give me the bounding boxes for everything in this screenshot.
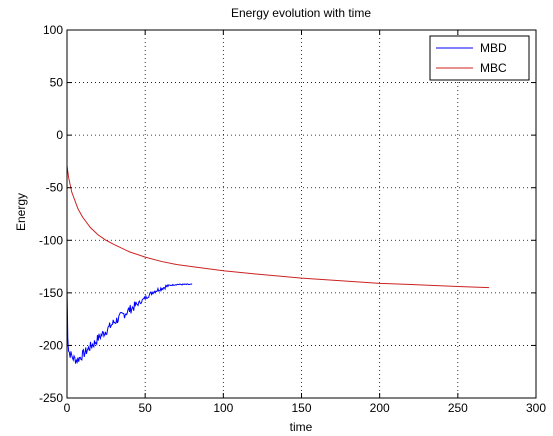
legend: MBD MBC <box>429 35 530 81</box>
axis-ticks: 0 50 100 150 200 250 300 100 50 0 -50 -100 -150 -200 -… <box>39 23 546 415</box>
legend-label: MBC <box>480 61 507 75</box>
x-axis-label: time <box>290 420 313 434</box>
y-tick-label: 50 <box>50 76 64 90</box>
series-line-mbd <box>66 283 193 364</box>
grid-lines <box>67 30 536 398</box>
y-tick-label: -200 <box>39 338 63 352</box>
x-tick-label: 200 <box>370 401 390 415</box>
y-axis-label: Energy <box>14 193 28 231</box>
y-tick-label: -150 <box>39 286 63 300</box>
x-tick-label: 50 <box>138 401 152 415</box>
legend-box <box>429 35 530 81</box>
legend-label: MBD <box>480 41 507 55</box>
y-tick-label: -50 <box>46 181 64 195</box>
y-tick-label: 100 <box>43 23 63 37</box>
plot-series <box>66 165 490 364</box>
x-tick-label: 150 <box>291 401 311 415</box>
series-line-mbc <box>66 165 490 289</box>
y-tick-label: -250 <box>39 391 63 405</box>
x-tick-label: 250 <box>448 401 468 415</box>
y-tick-label: 0 <box>56 128 63 142</box>
x-tick-label: 100 <box>213 401 233 415</box>
x-tick-label: 300 <box>526 401 546 415</box>
chart-title: Energy evolution with time <box>231 6 371 20</box>
x-tick-label: 0 <box>64 401 71 415</box>
y-tick-label: -100 <box>39 233 63 247</box>
